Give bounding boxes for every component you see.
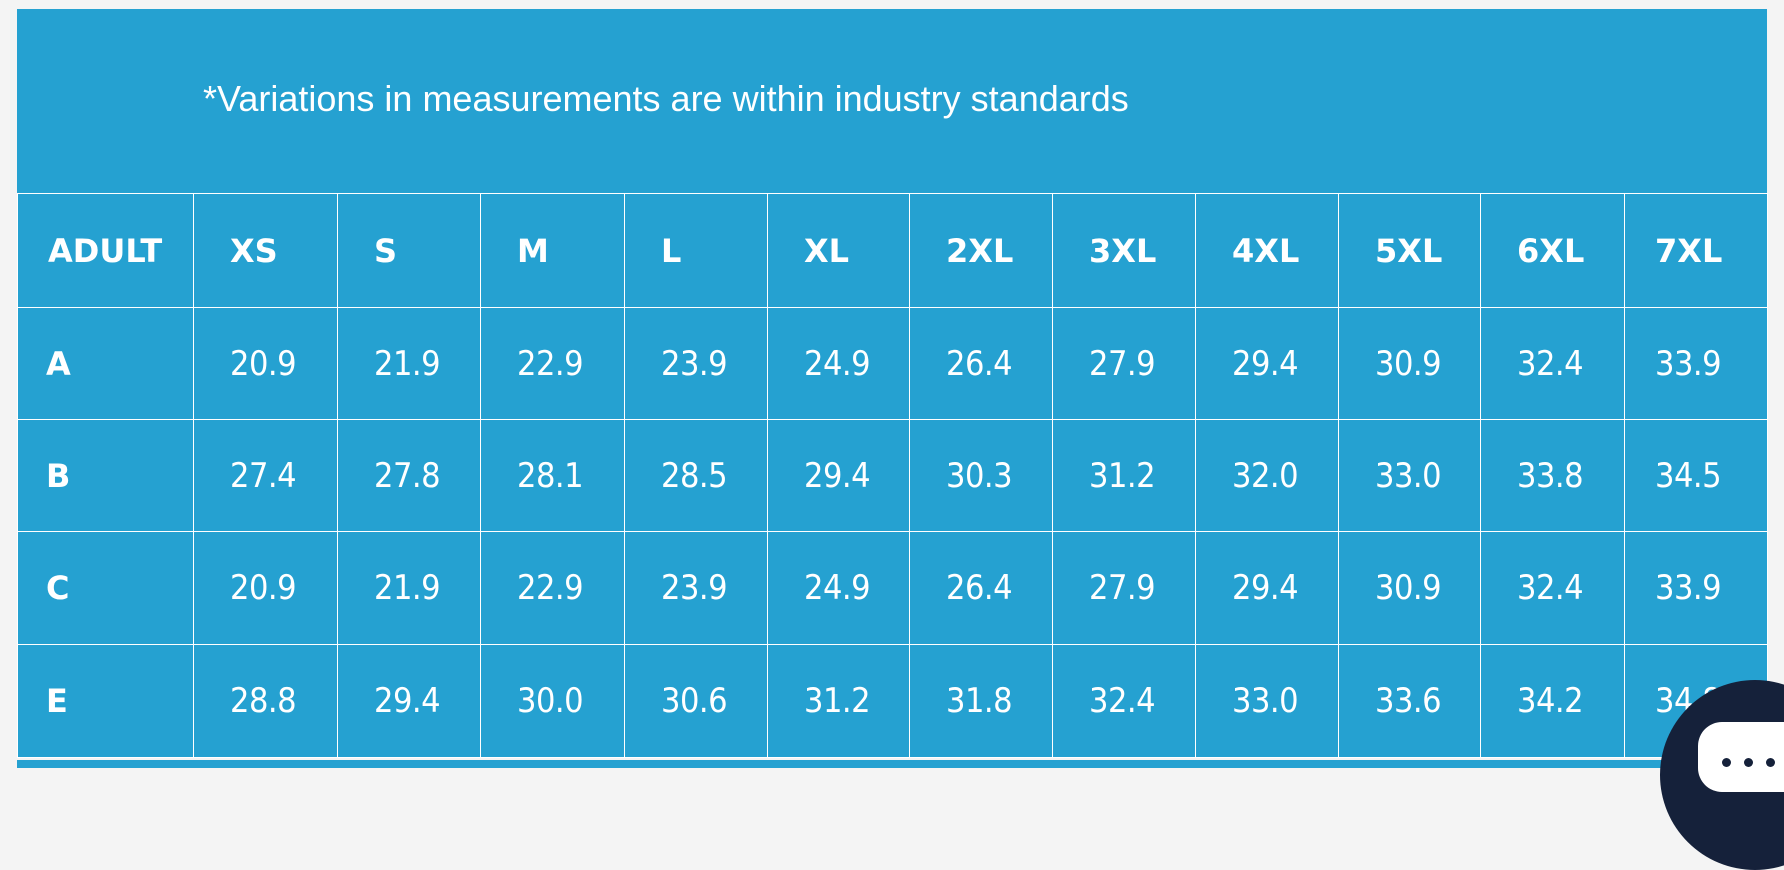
table-cell: 20.9 <box>193 531 338 645</box>
table-cell: 27.9 <box>1052 531 1196 645</box>
table-cell: 26.4 <box>909 307 1053 420</box>
header-cell: 5XL <box>1338 193 1481 308</box>
note: *Variations in measurements are within i… <box>203 78 1129 119</box>
table-cell: 24.9 <box>767 531 910 645</box>
table-cell: 20.9 <box>193 307 338 420</box>
table-cell: 23.9 <box>624 531 768 645</box>
table-cell: 26.4 <box>909 531 1053 645</box>
table-cell: 32.4 <box>1480 307 1625 420</box>
table-cell: 29.4 <box>1195 531 1339 645</box>
table-continuation <box>17 760 1767 768</box>
table-cell: 33.9 <box>1624 307 1768 420</box>
header-cell: 6XL <box>1480 193 1625 308</box>
header-cell: ADULT <box>17 193 194 308</box>
header-cell: 4XL <box>1195 193 1339 308</box>
header-cell: 3XL <box>1052 193 1196 308</box>
table-cell: 32.4 <box>1052 644 1196 758</box>
chat-icon[interactable] <box>1698 722 1784 792</box>
header-cell: M <box>480 193 625 308</box>
table-cell: 32.4 <box>1480 531 1625 645</box>
table-cell: 28.8 <box>193 644 338 758</box>
table-cell: 28.1 <box>480 419 625 532</box>
table-cell: 33.6 <box>1338 644 1481 758</box>
table-cell: 24.9 <box>767 307 910 420</box>
row-label: E <box>17 644 194 758</box>
table-cell: 22.9 <box>480 531 625 645</box>
table-cell: 34.5 <box>1624 419 1768 532</box>
table-cell: 29.4 <box>1195 307 1339 420</box>
row-label: C <box>17 531 194 645</box>
table-cell: 31.2 <box>1052 419 1196 532</box>
table-cell: 33.9 <box>1624 531 1768 645</box>
header-cell: L <box>624 193 768 308</box>
table-cell: 22.9 <box>480 307 625 420</box>
table-cell: 21.9 <box>337 531 481 645</box>
table-cell: 27.8 <box>337 419 481 532</box>
row-label: B <box>17 419 194 532</box>
header-cell: S <box>337 193 481 308</box>
table-cell: 30.3 <box>909 419 1053 532</box>
table-cell: 27.9 <box>1052 307 1196 420</box>
table-cell: 28.5 <box>624 419 768 532</box>
size-table: ADULT XS S M L XL 2XL 3XL 4XL 5XL 6XL 7XL A 20.9 21.9 2… <box>17 193 1768 768</box>
header-cell: 7XL <box>1624 193 1768 308</box>
table-cell: 30.6 <box>624 644 768 758</box>
table-cell: 34.2 <box>1480 644 1625 758</box>
chat-dot <box>1722 758 1731 767</box>
row-label: A <box>17 307 194 420</box>
header-cell: XL <box>767 193 910 308</box>
table-cell: 29.4 <box>767 419 910 532</box>
chat-dot <box>1766 758 1775 767</box>
table-cell: 31.8 <box>909 644 1053 758</box>
page: *Variations in measurements are within i… <box>17 9 1784 870</box>
table-cell: 30.0 <box>480 644 625 758</box>
table-cell: 33.0 <box>1195 644 1339 758</box>
table-cell: 31.2 <box>767 644 910 758</box>
table-cell: 27.4 <box>193 419 338 532</box>
table-cell: 32.0 <box>1195 419 1339 532</box>
table-cell: 23.9 <box>624 307 768 420</box>
header-cell: XS <box>193 193 338 308</box>
table-cell: 33.8 <box>1480 419 1625 532</box>
header-cell: 2XL <box>909 193 1053 308</box>
note-banner <box>17 9 1767 193</box>
table-cell: 21.9 <box>337 307 481 420</box>
chat-dot <box>1744 758 1753 767</box>
table-cell: 29.4 <box>337 644 481 758</box>
table-cell: 30.9 <box>1338 307 1481 420</box>
table-cell: 33.0 <box>1338 419 1481 532</box>
table-cell: 30.9 <box>1338 531 1481 645</box>
